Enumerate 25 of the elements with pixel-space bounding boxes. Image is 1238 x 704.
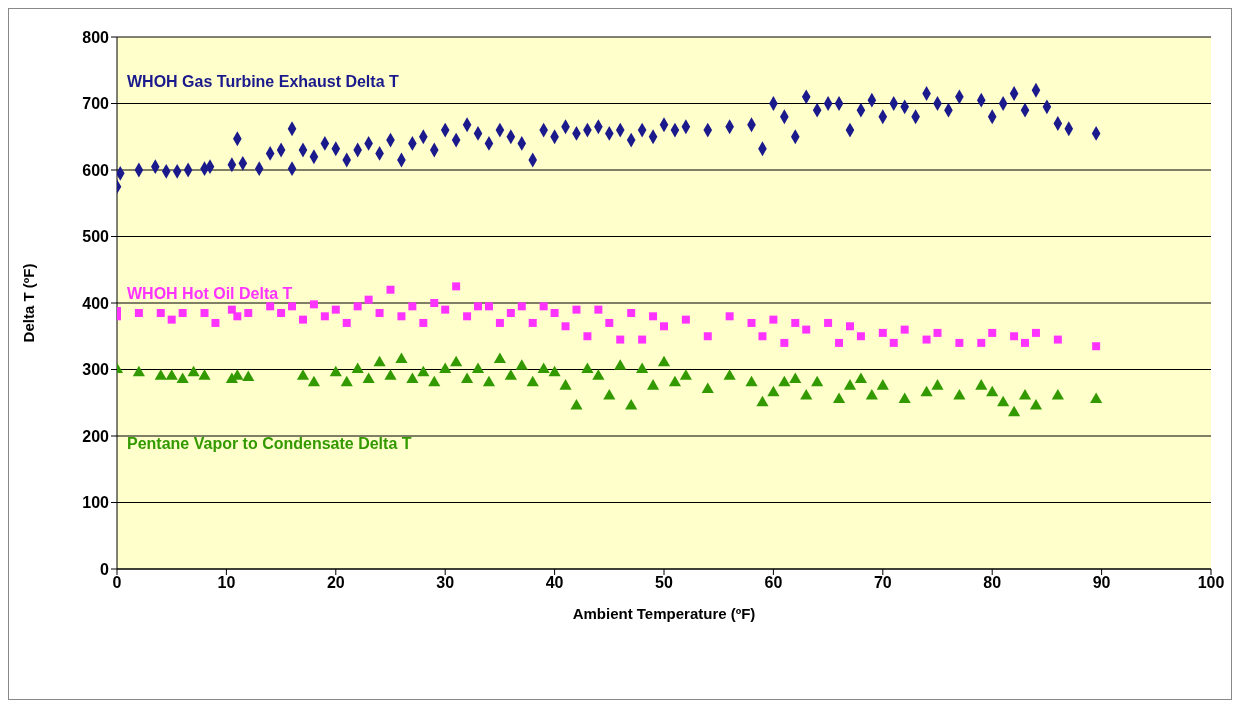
y-axis-title: Delta T (ºF) [20, 263, 38, 343]
text: WHOH Gas Turbine Exhaust Delta T [127, 73, 399, 91]
y-tick-label: 800 [82, 28, 110, 46]
x-tick-label: 30 [436, 574, 455, 592]
y-tick-label: 100 [82, 494, 110, 512]
x-tick-label: 40 [545, 574, 564, 592]
y-tick-label: 700 [82, 95, 110, 113]
x-tick-label: 10 [217, 574, 236, 592]
x-tick-label: 50 [655, 574, 673, 592]
y-tick-label: 600 [82, 161, 110, 179]
text: Pentane Vapor to Condensate Delta T [127, 435, 412, 453]
x-tick-label: 60 [764, 574, 783, 592]
y-tick-label: 0 [100, 560, 110, 578]
y-tick-label: 200 [82, 427, 110, 445]
x-tick-label: 90 [1092, 574, 1111, 592]
y-tick-label: 300 [82, 361, 110, 379]
x-tick-label: 100 [1197, 574, 1225, 592]
y-tick-label: 400 [82, 294, 110, 312]
x-tick-label: 0 [112, 574, 122, 592]
x-tick-label: 80 [983, 574, 1002, 592]
x-tick-label: 70 [873, 574, 892, 592]
y-tick-label: 500 [82, 228, 110, 246]
series-label: WHOH Hot Oil Delta T [127, 285, 293, 303]
x-axis-title: Ambient Temperature (ºF) [572, 605, 756, 622]
x-tick-label: 20 [326, 574, 345, 592]
